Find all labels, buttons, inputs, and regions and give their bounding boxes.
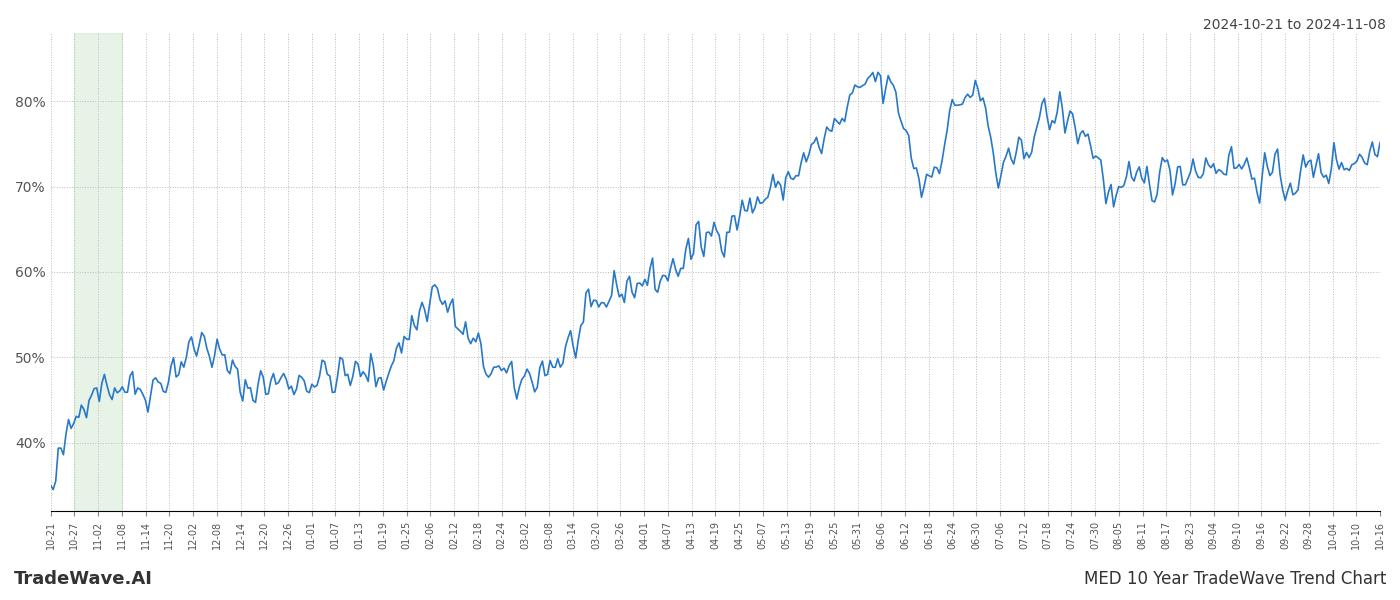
Text: TradeWave.AI: TradeWave.AI xyxy=(14,570,153,588)
Bar xyxy=(74,33,122,511)
Text: MED 10 Year TradeWave Trend Chart: MED 10 Year TradeWave Trend Chart xyxy=(1084,570,1386,588)
Text: 2024-10-21 to 2024-11-08: 2024-10-21 to 2024-11-08 xyxy=(1203,18,1386,32)
